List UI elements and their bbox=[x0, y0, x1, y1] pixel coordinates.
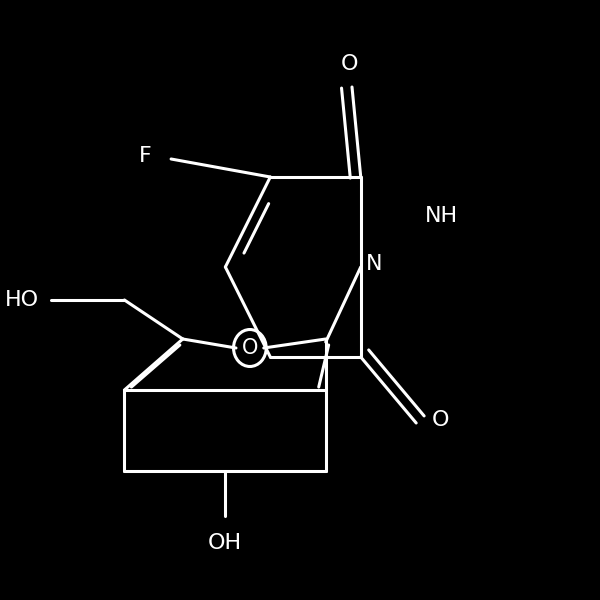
Text: O: O bbox=[432, 410, 449, 430]
Text: O: O bbox=[340, 54, 358, 74]
Text: O: O bbox=[242, 338, 258, 358]
Text: F: F bbox=[139, 146, 151, 166]
Text: OH: OH bbox=[208, 533, 242, 553]
Text: N: N bbox=[365, 254, 382, 274]
Text: HO: HO bbox=[5, 290, 38, 310]
Text: NH: NH bbox=[425, 206, 458, 226]
